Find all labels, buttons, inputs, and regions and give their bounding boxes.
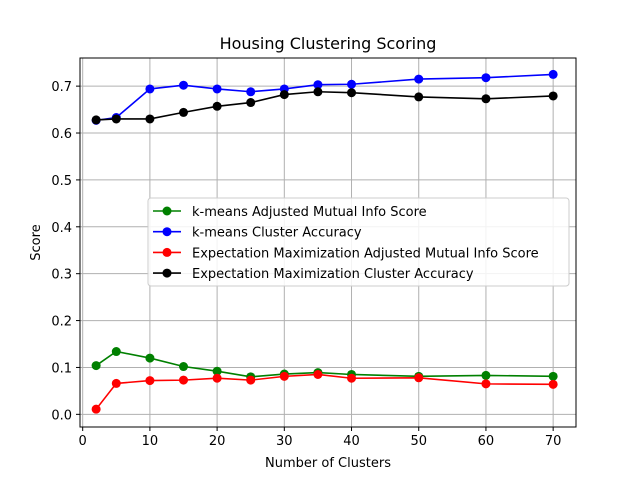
data-point bbox=[212, 101, 222, 111]
plot-area-frame bbox=[79, 57, 577, 428]
y-tick-label: 0.4 bbox=[51, 221, 72, 236]
legend-swatch-marker bbox=[162, 227, 172, 237]
y-tick-label: 0.0 bbox=[51, 408, 72, 423]
data-point bbox=[347, 88, 357, 98]
data-point bbox=[246, 87, 256, 97]
y-tick-label: 0.5 bbox=[51, 174, 72, 189]
x-tick-label: 20 bbox=[209, 434, 226, 449]
y-tick-label: 0.7 bbox=[51, 80, 72, 95]
data-point bbox=[91, 404, 101, 414]
y-tick-label: 0.1 bbox=[51, 361, 72, 376]
data-point bbox=[91, 115, 101, 125]
data-point bbox=[548, 371, 558, 381]
data-point bbox=[548, 91, 558, 101]
data-point bbox=[279, 90, 289, 100]
grid bbox=[80, 58, 576, 427]
series-line bbox=[95, 373, 554, 410]
data-point bbox=[179, 362, 189, 372]
x-axis-title: Number of Clusters bbox=[265, 456, 391, 471]
series-group bbox=[91, 69, 558, 414]
data-point bbox=[347, 373, 357, 383]
series-line bbox=[96, 90, 554, 121]
data-point bbox=[246, 375, 256, 385]
legend-swatch-marker bbox=[162, 247, 172, 257]
data-point bbox=[145, 353, 155, 363]
data-point bbox=[548, 69, 558, 79]
data-point bbox=[179, 107, 189, 117]
data-point bbox=[279, 371, 289, 381]
legend-box bbox=[147, 197, 570, 287]
x-tick-label: 0 bbox=[79, 434, 87, 449]
data-point bbox=[111, 114, 121, 124]
data-point bbox=[145, 114, 155, 124]
data-point bbox=[111, 378, 121, 388]
data-point bbox=[481, 370, 491, 380]
data-point bbox=[347, 79, 357, 89]
data-point bbox=[145, 376, 155, 386]
legend-entry: k-means Adjusted Mutual Info Score bbox=[153, 205, 427, 220]
data-point bbox=[145, 84, 155, 94]
data-point bbox=[179, 80, 189, 90]
x-tick-label: 30 bbox=[276, 434, 293, 449]
y-tick-label: 0.6 bbox=[51, 127, 72, 142]
data-point bbox=[313, 369, 323, 379]
y-tick-label: 0.2 bbox=[51, 315, 72, 330]
x-tick-label: 70 bbox=[545, 434, 562, 449]
series-3 bbox=[91, 87, 558, 125]
legend-entry: k-means Cluster Accuracy bbox=[153, 226, 362, 241]
data-point bbox=[212, 373, 222, 383]
x-tick-label: 50 bbox=[410, 434, 427, 449]
data-point bbox=[313, 80, 323, 90]
y-axis-title: Score bbox=[29, 224, 44, 260]
legend-entry: Expectation Maximization Adjusted Mutual… bbox=[153, 246, 539, 261]
legend-swatch-marker bbox=[162, 206, 172, 216]
legend-label: Expectation Maximization Adjusted Mutual… bbox=[192, 246, 539, 261]
data-point bbox=[414, 373, 424, 383]
data-point bbox=[481, 379, 491, 389]
data-point bbox=[481, 94, 491, 104]
x-tick-label: 60 bbox=[478, 434, 495, 449]
series-1 bbox=[91, 69, 558, 125]
data-point bbox=[246, 98, 256, 108]
data-point bbox=[212, 366, 222, 376]
data-point bbox=[481, 73, 491, 83]
legend-swatch-marker bbox=[162, 268, 172, 278]
data-point bbox=[111, 347, 121, 357]
chart-title: Housing Clustering Scoring bbox=[220, 34, 437, 53]
legend-label: k-means Cluster Accuracy bbox=[192, 226, 362, 241]
data-point bbox=[91, 361, 101, 371]
legend: k-means Adjusted Mutual Info Score k-mean… bbox=[147, 197, 570, 287]
y-tick-label: 0.3 bbox=[51, 268, 72, 283]
x-tick-label: 10 bbox=[142, 434, 159, 449]
data-point bbox=[414, 74, 424, 84]
data-point bbox=[212, 84, 222, 94]
x-tick-label: 40 bbox=[343, 434, 360, 449]
series-line bbox=[96, 73, 554, 122]
series-2 bbox=[91, 369, 558, 414]
series-line bbox=[95, 350, 554, 378]
legend-label: k-means Adjusted Mutual Info Score bbox=[192, 205, 427, 220]
legend-label: Expectation Maximization Cluster Accurac… bbox=[192, 267, 474, 282]
data-point bbox=[548, 379, 558, 389]
data-point bbox=[313, 87, 323, 97]
legend-entry: Expectation Maximization Cluster Accurac… bbox=[153, 267, 474, 282]
data-point bbox=[179, 375, 189, 385]
data-point bbox=[414, 92, 424, 102]
axis-ticks: 0 10 20 30 40 50 60 70 0.0 0.1 0.2 0.3 0.4 0.5 0.6 0.7 bbox=[51, 80, 561, 449]
